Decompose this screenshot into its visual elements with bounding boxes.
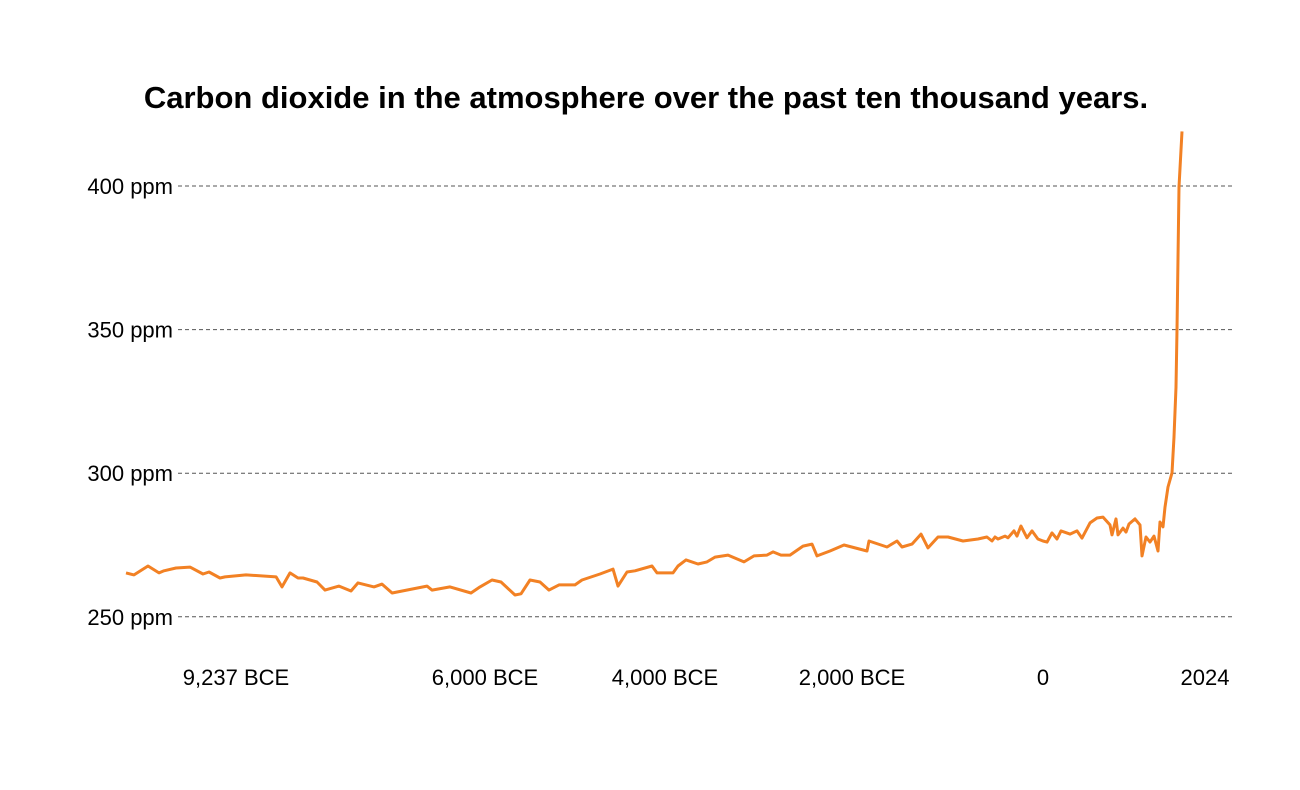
x-tick-label: 2,000 BCE (799, 665, 905, 690)
y-tick-label: 350 ppm (87, 318, 173, 343)
y-axis-ticks: 250 ppm 300 ppm 350 ppm 400 ppm (87, 174, 173, 630)
co2-series-line (125, 131, 1184, 597)
chart-title: Carbon dioxide in the atmosphere over th… (144, 80, 1148, 115)
gridlines (178, 185, 1232, 618)
x-tick-label: 4,000 BCE (612, 665, 718, 690)
x-axis-ticks: 9,237 BCE 6,000 BCE 4,000 BCE 2,000 BCE 0 202… (183, 665, 1230, 690)
x-tick-label: 9,237 BCE (183, 665, 289, 690)
y-tick-label: 300 ppm (87, 461, 173, 486)
y-tick-label: 250 ppm (87, 605, 173, 630)
x-tick-label: 0 (1037, 665, 1049, 690)
y-tick-label: 400 ppm (87, 174, 173, 199)
x-tick-label: 2024 (1181, 665, 1230, 690)
x-tick-label: 6,000 BCE (432, 665, 538, 690)
